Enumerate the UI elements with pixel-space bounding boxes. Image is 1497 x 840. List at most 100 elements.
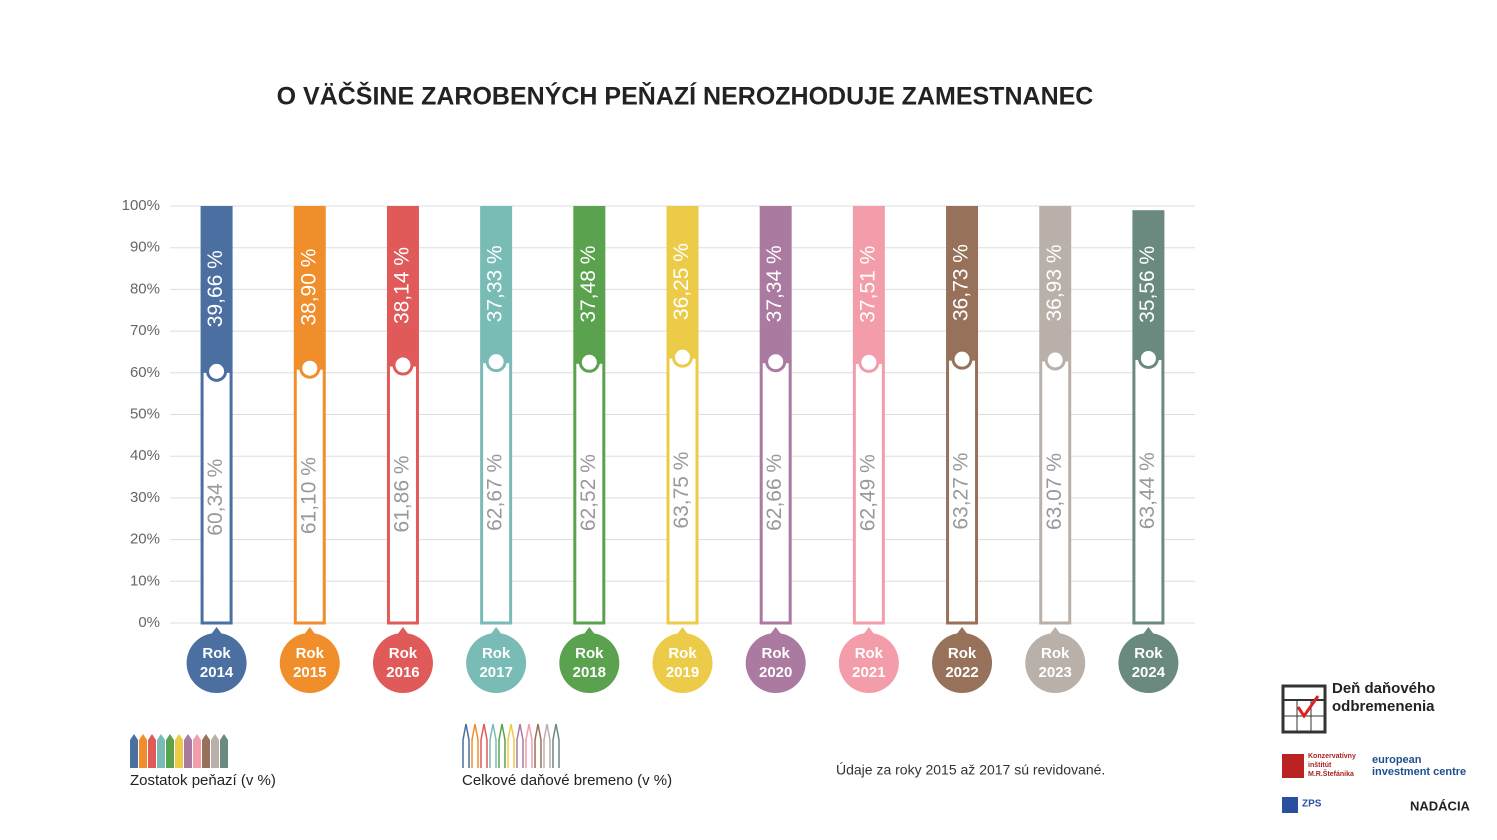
junction bbox=[951, 348, 973, 370]
x-tick-label: Rok 2017 bbox=[479, 645, 513, 681]
category-badge bbox=[652, 633, 713, 693]
junction bbox=[299, 357, 321, 379]
y-tick-label: 70% bbox=[130, 322, 160, 339]
pointer bbox=[956, 627, 969, 635]
legend-swatch bbox=[516, 723, 524, 768]
junction bbox=[206, 360, 228, 382]
legend-label: Zostatok peňazí (v %) bbox=[130, 772, 276, 789]
y-tick-label: 30% bbox=[130, 489, 160, 506]
category-label-box: Rok 2021 bbox=[852, 645, 886, 681]
chart-title: O VÄČŠINE ZAROBENÝCH PEŇAZÍ NEROZHODUJE … bbox=[277, 81, 1094, 111]
category-label-box: Rok 2022 bbox=[945, 645, 979, 681]
value-label: 62,52 % bbox=[577, 454, 600, 531]
legend-swatch bbox=[534, 723, 542, 768]
value-label: 63,75 % bbox=[670, 452, 693, 529]
legend-swatch bbox=[543, 723, 551, 768]
legend-swatch bbox=[480, 723, 488, 768]
x-tick-label: Rok 2024 bbox=[1131, 645, 1166, 681]
pointer bbox=[769, 627, 782, 635]
y-tick-label: 0% bbox=[138, 614, 160, 631]
junction bbox=[1044, 349, 1066, 371]
legend-swatch bbox=[130, 734, 138, 768]
junction bbox=[765, 351, 787, 373]
legend-swatch bbox=[139, 734, 147, 768]
value-label: 38,14 % bbox=[391, 247, 414, 324]
category-label-box: Rok 2017 bbox=[479, 645, 513, 681]
category-badge bbox=[745, 633, 806, 693]
legend-swatch bbox=[525, 723, 533, 768]
pointer bbox=[862, 627, 875, 635]
value-label: 35,56 % bbox=[1136, 246, 1159, 323]
category-label-box: Rok 2023 bbox=[1038, 645, 1072, 681]
category-badge bbox=[279, 633, 340, 693]
x-tick-label: Rok 2015 bbox=[293, 645, 327, 681]
pointer bbox=[210, 627, 223, 635]
x-tick-label: Rok 2023 bbox=[1038, 645, 1072, 681]
value-label: 61,10 % bbox=[297, 457, 320, 534]
value-label: 37,51 % bbox=[856, 246, 879, 323]
value-label: 63,07 % bbox=[1043, 453, 1066, 530]
x-tick-label: Rok 2016 bbox=[386, 645, 420, 681]
legend-swatch bbox=[184, 734, 192, 768]
value-label: 63,27 % bbox=[950, 453, 973, 530]
logo-ddo: Deň daňového odbremenenia bbox=[1281, 680, 1436, 734]
logo-text: ZPS bbox=[1302, 799, 1322, 810]
junction bbox=[672, 346, 693, 368]
category-label-box: Rok 2014 bbox=[200, 645, 233, 681]
y-tick-label: 20% bbox=[130, 531, 160, 548]
category-badge bbox=[838, 633, 899, 693]
bar-segment bbox=[1132, 210, 1165, 359]
pointer bbox=[1049, 627, 1062, 635]
pointer bbox=[490, 627, 503, 635]
bar-segment bbox=[666, 206, 699, 358]
category-label-box: Rok 2018 bbox=[573, 645, 606, 681]
pointer bbox=[583, 627, 596, 635]
value-label: 38,90 % bbox=[297, 249, 320, 326]
bar-segment bbox=[1132, 356, 1165, 625]
junction bbox=[392, 354, 414, 376]
legend-swatch bbox=[166, 734, 174, 768]
legend-swatch bbox=[211, 734, 219, 768]
logo-text: Deň daňového odbremenenia bbox=[1332, 680, 1436, 715]
bar-segment bbox=[573, 360, 606, 625]
junction bbox=[1137, 347, 1159, 369]
legend-swatch bbox=[462, 723, 470, 768]
x-tick-label: Rok 2019 bbox=[665, 645, 700, 681]
logo-text: Konzervatívny inštitút M.R.Štefánika bbox=[1308, 753, 1356, 778]
x-tick-label: Rok 2022 bbox=[945, 645, 979, 681]
value-label: 37,34 % bbox=[763, 245, 786, 322]
bar-segment bbox=[852, 206, 885, 363]
bar-segment bbox=[759, 360, 792, 625]
legend-swatch bbox=[193, 734, 201, 768]
legend-swatch bbox=[471, 723, 479, 768]
value-label: 62,49 % bbox=[856, 454, 879, 531]
y-tick-label: 90% bbox=[130, 239, 160, 256]
value-label: 37,48 % bbox=[577, 246, 600, 323]
x-tick-label: Rok 2021 bbox=[852, 645, 886, 681]
category-badge bbox=[186, 633, 247, 693]
value-label: 62,66 % bbox=[763, 454, 786, 531]
value-label: 36,93 % bbox=[1043, 244, 1066, 321]
value-label: 60,34 % bbox=[204, 459, 227, 536]
bar-segment bbox=[200, 369, 233, 625]
category-label-box: Rok 2020 bbox=[759, 645, 792, 681]
value-label: 39,66 % bbox=[204, 250, 227, 327]
pointer bbox=[676, 627, 689, 635]
category-label-box: Rok 2015 bbox=[293, 645, 327, 681]
category-badge bbox=[559, 633, 620, 693]
logo-icon bbox=[1282, 754, 1304, 778]
legend-swatch bbox=[507, 723, 515, 768]
y-tick-label: 100% bbox=[122, 197, 160, 214]
bar-segment bbox=[480, 206, 513, 362]
value-label: 63,44 % bbox=[1136, 452, 1159, 529]
legend-swatch bbox=[498, 723, 506, 768]
bar-segment bbox=[946, 206, 979, 360]
y-tick-label: 10% bbox=[130, 572, 160, 589]
y-tick-label: 40% bbox=[130, 447, 160, 464]
category-badge bbox=[932, 633, 993, 693]
category-label-box: Rok 2019 bbox=[665, 645, 700, 681]
value-label: 36,73 % bbox=[950, 244, 973, 321]
value-label: 61,86 % bbox=[391, 455, 414, 532]
logo-text: NADÁCIA bbox=[1410, 798, 1471, 813]
